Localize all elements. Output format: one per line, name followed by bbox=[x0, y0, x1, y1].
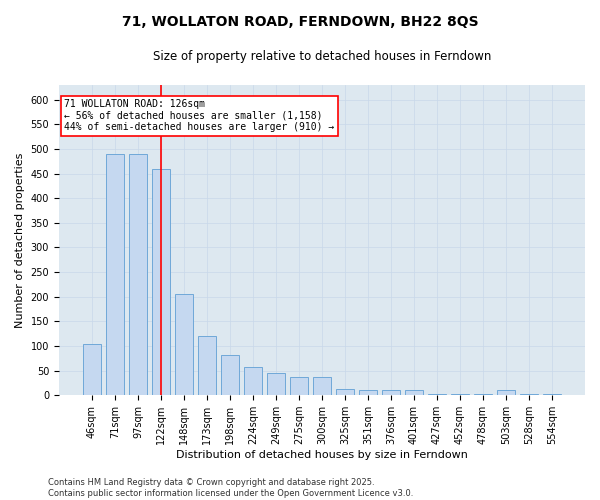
Bar bbox=[520, 394, 538, 395]
Bar bbox=[313, 376, 331, 395]
Bar bbox=[267, 373, 285, 395]
Text: 71, WOLLATON ROAD, FERNDOWN, BH22 8QS: 71, WOLLATON ROAD, FERNDOWN, BH22 8QS bbox=[122, 15, 478, 29]
Bar bbox=[152, 168, 170, 395]
X-axis label: Distribution of detached houses by size in Ferndown: Distribution of detached houses by size … bbox=[176, 450, 468, 460]
Bar bbox=[106, 154, 124, 395]
Bar bbox=[474, 394, 492, 395]
Bar bbox=[451, 394, 469, 395]
Bar bbox=[359, 390, 377, 395]
Title: Size of property relative to detached houses in Ferndown: Size of property relative to detached ho… bbox=[153, 50, 491, 63]
Text: 71 WOLLATON ROAD: 126sqm
← 56% of detached houses are smaller (1,158)
44% of sem: 71 WOLLATON ROAD: 126sqm ← 56% of detach… bbox=[64, 99, 334, 132]
Bar bbox=[221, 355, 239, 395]
Y-axis label: Number of detached properties: Number of detached properties bbox=[15, 152, 25, 328]
Bar bbox=[175, 294, 193, 395]
Bar bbox=[542, 394, 561, 395]
Bar bbox=[83, 344, 101, 395]
Bar bbox=[382, 390, 400, 395]
Bar bbox=[129, 154, 147, 395]
Bar bbox=[290, 376, 308, 395]
Bar bbox=[405, 390, 423, 395]
Bar bbox=[497, 390, 515, 395]
Text: Contains HM Land Registry data © Crown copyright and database right 2025.
Contai: Contains HM Land Registry data © Crown c… bbox=[48, 478, 413, 498]
Bar bbox=[198, 336, 216, 395]
Bar bbox=[336, 389, 354, 395]
Bar bbox=[244, 366, 262, 395]
Bar bbox=[428, 394, 446, 395]
